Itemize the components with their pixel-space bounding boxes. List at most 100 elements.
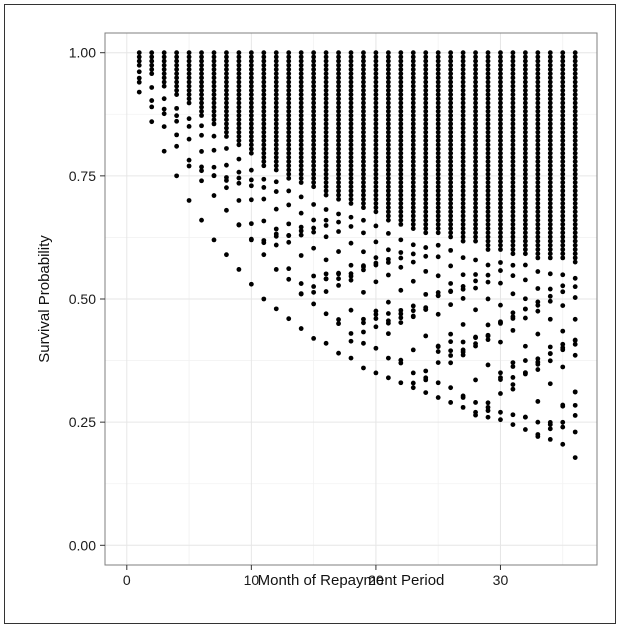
data-point: [535, 238, 541, 244]
data-point: [348, 154, 354, 160]
data-point: [448, 201, 454, 206]
data-point: [460, 175, 466, 181]
data-point: [311, 125, 317, 131]
data-point: [348, 121, 354, 127]
data-point: [174, 118, 180, 124]
data-point: [560, 79, 566, 85]
data-point: [547, 422, 553, 428]
data-point: [423, 230, 429, 236]
data-point: [547, 71, 553, 77]
data-point: [361, 201, 366, 206]
data-point: [522, 150, 528, 156]
data-point: [385, 54, 391, 60]
data-point: [485, 238, 491, 244]
data-point: [485, 205, 491, 211]
data-point: [348, 277, 354, 283]
data-point: [572, 455, 578, 461]
data-point: [560, 50, 566, 56]
data-point: [236, 129, 242, 135]
data-point: [286, 58, 292, 64]
data-point: [435, 213, 441, 219]
data-point: [547, 226, 553, 231]
data-point: [547, 79, 553, 85]
data-point: [522, 96, 528, 102]
data-point: [236, 117, 242, 123]
data-point: [174, 71, 180, 77]
data-point: [248, 121, 254, 127]
data-point: [323, 340, 329, 346]
data-point: [373, 71, 379, 77]
data-point: [286, 117, 292, 123]
data-point: [348, 92, 354, 97]
data-point: [510, 117, 516, 123]
data-point: [572, 121, 578, 127]
data-point: [522, 180, 528, 185]
data-point: [211, 147, 217, 153]
data-point: [224, 54, 229, 60]
data-point: [323, 234, 329, 240]
data-point: [410, 226, 416, 231]
data-point: [547, 96, 553, 102]
data-point: [186, 67, 192, 72]
data-point: [547, 50, 553, 56]
data-point: [460, 192, 466, 198]
data-point: [273, 154, 279, 160]
data-point: [211, 133, 217, 139]
data-point: [348, 62, 354, 68]
data-point: [423, 167, 429, 173]
data-point: [186, 96, 192, 102]
data-point: [373, 196, 379, 202]
data-point: [361, 249, 366, 255]
data-point: [398, 129, 404, 135]
data-point: [311, 113, 317, 118]
data-point: [385, 375, 391, 381]
data-point: [373, 96, 379, 102]
data-point: [435, 125, 441, 131]
data-point: [136, 69, 142, 75]
data-point: [522, 67, 528, 72]
data-point: [373, 159, 379, 164]
data-point: [448, 163, 454, 169]
data-point: [248, 50, 254, 56]
data-point: [298, 291, 304, 297]
data-point: [510, 209, 516, 215]
data-point: [572, 150, 578, 156]
data-point: [498, 108, 503, 114]
data-point: [522, 108, 528, 114]
data-point: [385, 318, 391, 324]
data-point: [460, 138, 466, 144]
data-point: [460, 54, 466, 60]
data-point: [522, 226, 528, 231]
data-point: [572, 96, 578, 102]
data-point: [485, 322, 491, 328]
data-point: [236, 198, 242, 203]
data-point: [535, 356, 541, 362]
data-point: [473, 67, 478, 72]
data-point: [385, 167, 391, 173]
data-point: [423, 154, 429, 160]
data-point: [224, 71, 229, 77]
data-point: [248, 75, 254, 81]
data-point: [373, 255, 379, 261]
data-point: [336, 150, 341, 156]
data-point: [323, 62, 329, 68]
data-point: [448, 196, 454, 202]
data-point: [535, 308, 541, 314]
data-point: [435, 188, 441, 194]
data-point: [510, 146, 516, 152]
data-point: [361, 146, 366, 152]
data-point: [460, 255, 466, 261]
data-point: [473, 125, 478, 131]
data-point: [373, 279, 379, 285]
data-point: [560, 92, 566, 97]
data-point: [547, 217, 553, 223]
data-point: [547, 150, 553, 156]
data-point: [323, 217, 329, 223]
data-point: [161, 111, 167, 117]
data-point: [298, 138, 304, 144]
data-point: [473, 196, 478, 202]
data-point: [435, 92, 441, 97]
data-point: [410, 54, 416, 60]
data-point: [261, 138, 267, 144]
data-point: [236, 104, 242, 110]
